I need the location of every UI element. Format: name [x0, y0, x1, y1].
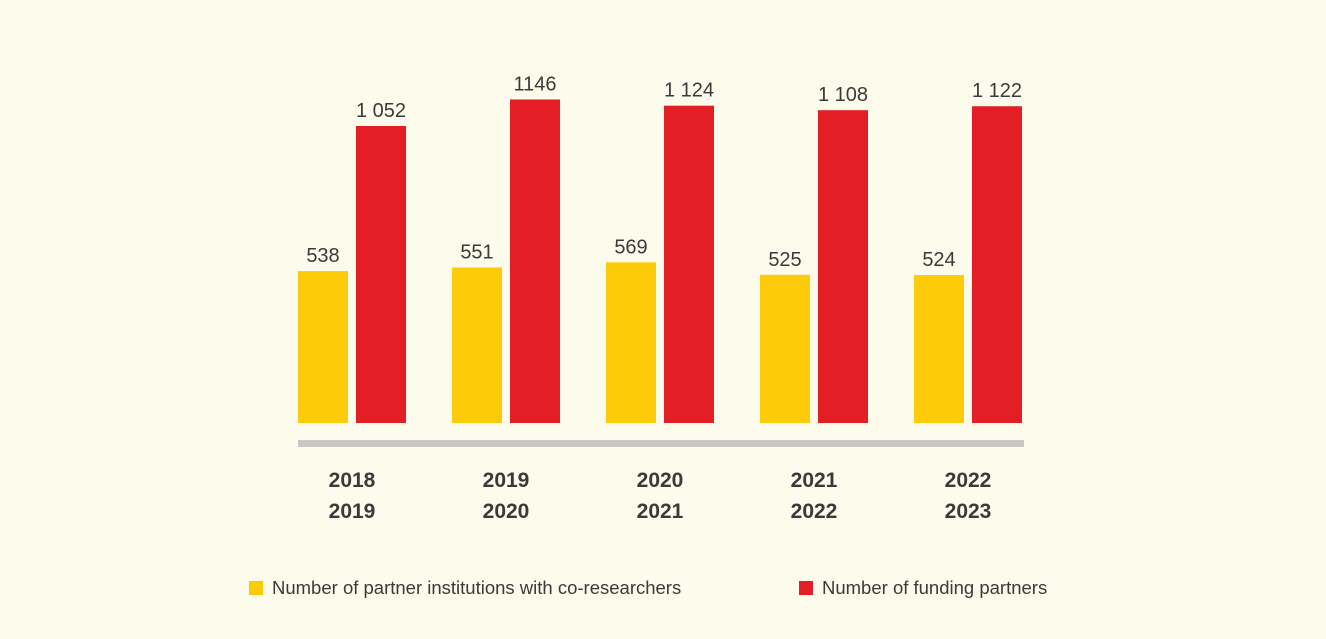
category-labels-layer: 2018 2019 2019 2020 2020 2021 2021 2022 2022 2023	[329, 469, 992, 523]
bar-funding-partners-0	[356, 126, 406, 423]
bar-funding-partners-1	[510, 99, 560, 423]
bar-partner-institutions-4	[914, 275, 964, 423]
category-label: 2019	[329, 500, 376, 523]
bars-layer	[298, 99, 1022, 423]
value-label: 1 108	[818, 84, 868, 106]
legend-label: Number of funding partners	[822, 577, 1048, 598]
value-label: 538	[306, 245, 339, 267]
value-label: 1 122	[972, 80, 1022, 102]
value-label: 1 052	[356, 100, 406, 122]
value-label: 569	[614, 236, 647, 258]
legend-item-funding-partners: Number of funding partners	[799, 577, 1047, 599]
legend-swatch-red	[799, 581, 813, 595]
category-label: 2023	[945, 500, 992, 523]
value-labels-layer: 538 1 052 551 1146 569 1 124 525 1 108 524 1 122	[306, 73, 1022, 271]
category-label: 2019	[483, 469, 530, 492]
category-label: 2018	[329, 469, 376, 492]
bar-funding-partners-2	[664, 105, 714, 423]
category-label: 2020	[483, 500, 530, 523]
category-label: 2020	[637, 469, 684, 492]
bar-funding-partners-4	[972, 106, 1022, 423]
bar-funding-partners-3	[818, 110, 868, 423]
bar-partner-institutions-1	[452, 267, 502, 423]
value-label: 1 124	[664, 80, 714, 102]
value-label: 1146	[513, 73, 556, 95]
value-label: 525	[768, 249, 801, 271]
legend: Number of partner institutions with co-r…	[0, 577, 1326, 601]
bar-partner-institutions-0	[298, 271, 348, 423]
category-label: 2022	[791, 500, 838, 523]
x-axis-baseline	[298, 440, 1024, 447]
category-label: 2022	[945, 469, 992, 492]
value-label: 551	[460, 241, 493, 263]
bar-partner-institutions-3	[760, 274, 810, 423]
legend-item-partner-institutions: Number of partner institutions with co-r…	[249, 577, 681, 599]
value-label: 524	[922, 249, 955, 271]
category-label: 2021	[637, 500, 684, 523]
legend-swatch-yellow	[249, 581, 263, 595]
bar-partner-institutions-2	[606, 262, 656, 423]
category-label: 2021	[791, 469, 838, 492]
legend-label: Number of partner institutions with co-r…	[272, 577, 682, 598]
